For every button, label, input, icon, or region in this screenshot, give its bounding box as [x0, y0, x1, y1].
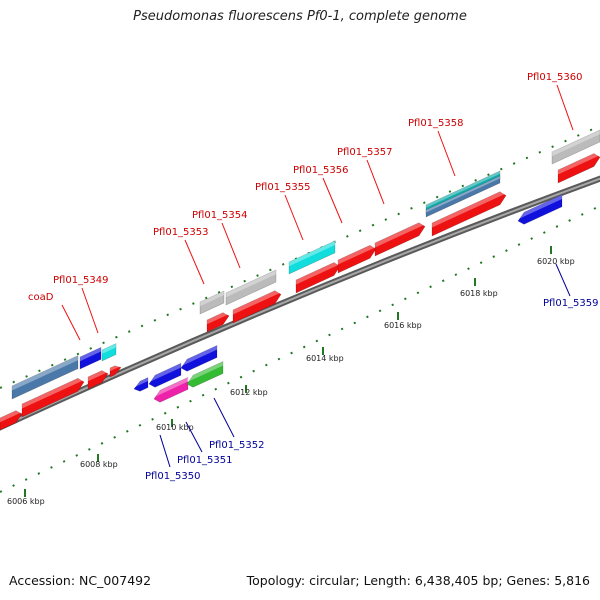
- gene-red-j[interactable]: [431, 191, 507, 237]
- tick-label-6016: 6016 kbp: [384, 321, 422, 330]
- gene-magenta-a-highlight: [154, 377, 188, 398]
- gene-red-g-highlight: [296, 259, 340, 285]
- gene-cyan-a-highlight: [102, 343, 116, 354]
- gene-blue-a-highlight: [80, 347, 101, 362]
- accession-text: Accession: NC_007492: [9, 573, 152, 588]
- tick-label-6008: 6008 kbp: [80, 460, 118, 469]
- gene-red-c-highlight: [88, 367, 108, 382]
- gene-label-5350[interactable]: Pfl01_5350: [145, 471, 201, 482]
- gene-label-5356[interactable]: Pfl01_5356: [293, 165, 349, 176]
- gene-label-5357[interactable]: Pfl01_5357: [337, 147, 393, 158]
- gene-red-h-highlight: [338, 242, 376, 265]
- gene-blue-b[interactable]: [133, 377, 149, 392]
- gene-label-5355[interactable]: Pfl01_5355: [255, 182, 311, 193]
- tick-label-6018: 6018 kbp: [460, 289, 498, 298]
- gene-label-5360[interactable]: Pfl01_5360: [527, 72, 583, 83]
- pointer-5350: [159, 434, 171, 468]
- gene-red-k[interactable]: [557, 153, 600, 184]
- backbone-shadow: [0, 175, 600, 431]
- pointer-5349: [81, 287, 99, 334]
- gene-red-f-highlight: [233, 287, 281, 315]
- gene-red-e[interactable]: [206, 312, 230, 333]
- gene-red-k-highlight: [558, 150, 600, 175]
- pointer-5360: [556, 84, 574, 131]
- gene-label-5353[interactable]: Pfl01_5353: [153, 227, 209, 238]
- tick-label-6006: 6006 kbp: [7, 497, 45, 506]
- pointer-5357: [366, 159, 385, 205]
- pointer-5354: [221, 222, 241, 269]
- map-title: Pseudomonas fluorescens Pf0-1, complete …: [133, 9, 467, 24]
- pointer-coaD: [61, 304, 81, 341]
- gene-blue-a[interactable]: [79, 346, 102, 370]
- gene-label-5349[interactable]: Pfl01_5349: [53, 275, 109, 286]
- gene-red-d-highlight: [110, 362, 121, 372]
- gene-label-5352[interactable]: Pfl01_5352: [209, 440, 265, 451]
- gene-red-i-highlight: [375, 220, 425, 248]
- gene-gray-b[interactable]: [225, 269, 277, 306]
- gene-magenta-a[interactable]: [153, 376, 189, 403]
- gene-cyan-b-highlight: [289, 240, 335, 267]
- gene-label-coaD[interactable]: coaD: [28, 292, 54, 303]
- gene-green-a[interactable]: [186, 360, 224, 388]
- gene-red-g[interactable]: [295, 262, 341, 294]
- gene-steel-a[interactable]: [11, 355, 79, 400]
- tick-label-6012: 6012 kbp: [230, 388, 268, 397]
- gene-blue-e[interactable]: [517, 194, 563, 225]
- tick-label-6020: 6020 kbp: [537, 257, 575, 266]
- gene-gray-c[interactable]: [551, 129, 600, 165]
- gene-gray-c-highlight: [552, 129, 600, 157]
- gene-steel-b-highlight: [426, 175, 500, 213]
- gene-red-e-highlight: [207, 309, 229, 325]
- gene-red-j-highlight: [432, 188, 506, 228]
- gene-red-h[interactable]: [337, 244, 377, 274]
- pointer-5356: [322, 177, 343, 224]
- gene-label-5358[interactable]: Pfl01_5358: [408, 118, 464, 129]
- gene-blue-e-highlight: [518, 194, 562, 220]
- gene-blue-d[interactable]: [180, 344, 218, 372]
- gene-red-a[interactable]: [0, 410, 23, 431]
- gene-blue-d-highlight: [181, 345, 217, 367]
- gene-green-a-highlight: [187, 361, 223, 383]
- pointer-5352: [213, 397, 235, 438]
- tick-label-6010: 6010 kbp: [156, 423, 194, 432]
- gene-label-5359[interactable]: Pfl01_5359: [543, 298, 599, 309]
- pointer-5353: [184, 239, 205, 285]
- gene-gray-b-highlight: [226, 270, 276, 298]
- gene-red-i[interactable]: [374, 222, 426, 257]
- gene-red-b[interactable]: [21, 377, 85, 418]
- pointer-5355: [284, 194, 304, 241]
- gene-label-5354[interactable]: Pfl01_5354: [192, 210, 248, 221]
- gene-red-b-highlight: [22, 375, 84, 409]
- pointer-5351: [185, 421, 203, 453]
- gene-red-a-highlight: [0, 407, 22, 423]
- genome-summary-text: Topology: circular; Length: 6,438,405 bp…: [246, 573, 590, 588]
- gene-label-5351[interactable]: Pfl01_5351: [177, 455, 233, 466]
- gene-gray-a[interactable]: [199, 290, 225, 315]
- gene-steel-a-highlight: [12, 355, 78, 391]
- gene-red-f[interactable]: [232, 290, 282, 324]
- gene-blue-b-highlight: [134, 377, 148, 388]
- gene-blue-c-highlight: [149, 363, 181, 383]
- pointer-5358: [437, 130, 456, 177]
- gene-blue-c[interactable]: [148, 362, 182, 388]
- tick-label-6014: 6014 kbp: [306, 354, 344, 363]
- gene-teal-a-highlight: [426, 170, 500, 208]
- gene-red-c[interactable]: [87, 370, 109, 390]
- gene-gray-a-highlight: [200, 290, 224, 307]
- gene-cyan-a[interactable]: [101, 343, 117, 362]
- backbone: [0, 177, 600, 429]
- gene-red-d[interactable]: [109, 365, 122, 378]
- gene-steel-b[interactable]: [425, 175, 501, 218]
- gene-cyan-b[interactable]: [288, 240, 336, 275]
- pointer-5359: [555, 263, 571, 297]
